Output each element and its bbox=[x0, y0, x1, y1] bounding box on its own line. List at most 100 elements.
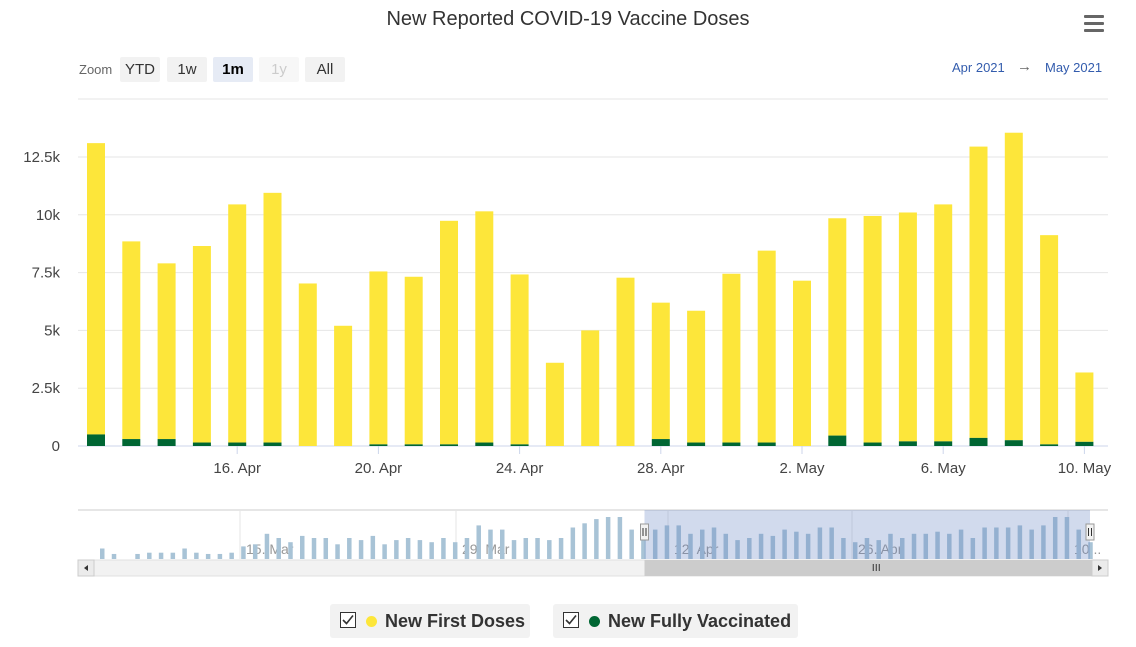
x-tick-label: 2. May bbox=[779, 460, 825, 477]
bar-fully-vaccinated bbox=[404, 444, 423, 446]
navigator-selection-mask bbox=[644, 510, 1090, 559]
navigator-bar bbox=[111, 553, 117, 559]
navigator-bar bbox=[900, 538, 905, 559]
navigator-bar bbox=[982, 527, 987, 559]
x-tick-label: 16. Apr bbox=[213, 460, 261, 477]
bar-fully-vaccinated bbox=[157, 439, 176, 446]
navigator-bar bbox=[182, 548, 187, 559]
navigator-bar bbox=[852, 542, 858, 559]
navigator-bar bbox=[100, 548, 105, 559]
legend-first-doses[interactable]: New First Doses bbox=[330, 604, 530, 638]
bar-first-doses bbox=[581, 330, 600, 446]
navigator-bar bbox=[829, 527, 834, 559]
navigator-bar bbox=[1064, 517, 1070, 559]
navigator-bar bbox=[264, 533, 270, 559]
bar-first-doses bbox=[616, 277, 635, 446]
legend-fully-vaccinated[interactable]: New Fully Vaccinated bbox=[553, 604, 798, 638]
navigator-bar bbox=[676, 525, 681, 559]
navigator-bar bbox=[770, 535, 776, 559]
bar-first-doses bbox=[863, 215, 882, 443]
x-tick-label: 28. Apr bbox=[637, 460, 685, 477]
navigator-bar bbox=[1029, 529, 1034, 559]
navigator-bar bbox=[558, 538, 564, 559]
bar-fully-vaccinated bbox=[87, 434, 105, 446]
navigator-bar bbox=[1052, 517, 1058, 559]
navigator-bar bbox=[947, 533, 952, 559]
navigator-bar bbox=[288, 542, 293, 559]
navigator-bar bbox=[747, 538, 752, 559]
navigator-bar bbox=[194, 552, 199, 559]
navigator-bar bbox=[217, 553, 223, 559]
bar-first-doses bbox=[1040, 235, 1059, 445]
bar-fully-vaccinated bbox=[898, 441, 917, 446]
bar-first-doses bbox=[192, 246, 211, 443]
navigator-bar bbox=[605, 517, 611, 559]
bar-first-doses bbox=[934, 204, 953, 442]
y-tick-label: 12.5k bbox=[23, 149, 60, 166]
zoom-1y-button[interactable]: 1y bbox=[259, 57, 299, 82]
y-tick-label: 5k bbox=[44, 322, 60, 339]
navigator-bar bbox=[935, 531, 940, 559]
bar-fully-vaccinated bbox=[687, 442, 706, 446]
navigator-bar bbox=[817, 527, 823, 559]
navigator-tick-label: 15. Mar bbox=[246, 541, 294, 557]
navigator-bar bbox=[158, 552, 164, 559]
navigator-bar bbox=[782, 529, 787, 559]
scroll-left-arrow-icon bbox=[84, 565, 88, 571]
navigator-bar bbox=[664, 525, 670, 559]
zoom-1m-button[interactable]: 1m bbox=[213, 57, 253, 82]
navigator-bar bbox=[241, 546, 246, 559]
y-tick-label: 7.5k bbox=[32, 265, 61, 282]
zoom-1w-button[interactable]: 1w bbox=[167, 57, 207, 82]
navigator-handle-left[interactable] bbox=[640, 523, 649, 541]
navigator-bar bbox=[1076, 529, 1081, 559]
legend-first-doses-checkbox[interactable] bbox=[340, 612, 356, 628]
navigator-bar bbox=[464, 538, 470, 559]
bar-first-doses bbox=[475, 211, 494, 443]
bar-first-doses bbox=[440, 220, 458, 445]
y-tick-label: 2.5k bbox=[32, 380, 61, 397]
bar-fully-vaccinated bbox=[440, 444, 458, 446]
hamburger-menu-icon[interactable] bbox=[1084, 15, 1104, 33]
navigator-bar bbox=[876, 540, 881, 559]
navigator-bar bbox=[452, 542, 458, 559]
bar-first-doses bbox=[793, 280, 811, 446]
navigator-bar bbox=[629, 529, 634, 559]
chart-bars bbox=[87, 132, 1094, 446]
navigator-bar bbox=[311, 538, 317, 559]
navigator-bar bbox=[723, 533, 729, 559]
zoom-all-button[interactable]: All bbox=[305, 57, 345, 82]
navigator-bar bbox=[405, 538, 411, 559]
navigator-bar bbox=[488, 529, 493, 559]
bar-fully-vaccinated bbox=[369, 444, 388, 446]
scroll-right-arrow-icon bbox=[1098, 565, 1102, 571]
bar-fully-vaccinated bbox=[510, 444, 529, 446]
range-arrow: → bbox=[1017, 58, 1032, 75]
navigator-bar bbox=[994, 527, 999, 559]
navigator-bar bbox=[923, 533, 929, 559]
bar-first-doses bbox=[87, 143, 105, 435]
x-tick-label: 10. May bbox=[1058, 460, 1112, 477]
navigator-bar bbox=[711, 527, 717, 559]
navigator-bar bbox=[276, 538, 281, 559]
navigator-bar bbox=[323, 538, 329, 559]
legend-fully-vaccinated-checkbox[interactable] bbox=[563, 612, 579, 628]
bar-first-doses bbox=[228, 204, 247, 443]
navigator-bar bbox=[652, 529, 658, 559]
navigator-bar bbox=[700, 529, 705, 559]
range-to-date[interactable]: May 2021 bbox=[1045, 60, 1103, 75]
navigator-bar bbox=[1017, 525, 1023, 559]
handle-body bbox=[640, 523, 649, 541]
legend-fully-vaccinated-label: New Fully Vaccinated bbox=[608, 611, 792, 631]
navigator-bar bbox=[394, 540, 399, 559]
bar-fully-vaccinated bbox=[1004, 440, 1023, 446]
navigator-handle-right[interactable] bbox=[1085, 523, 1095, 541]
bar-first-doses bbox=[969, 146, 988, 438]
bar-first-doses bbox=[404, 276, 423, 445]
range-from-date[interactable]: Apr 2021 bbox=[952, 60, 1005, 75]
bar-first-doses bbox=[369, 271, 388, 445]
navigator-bar bbox=[547, 540, 552, 559]
zoom-ytd-button[interactable]: YTD bbox=[120, 57, 160, 82]
navigator-bar bbox=[500, 529, 505, 559]
legend-fully-vaccinated-dot bbox=[589, 616, 600, 627]
